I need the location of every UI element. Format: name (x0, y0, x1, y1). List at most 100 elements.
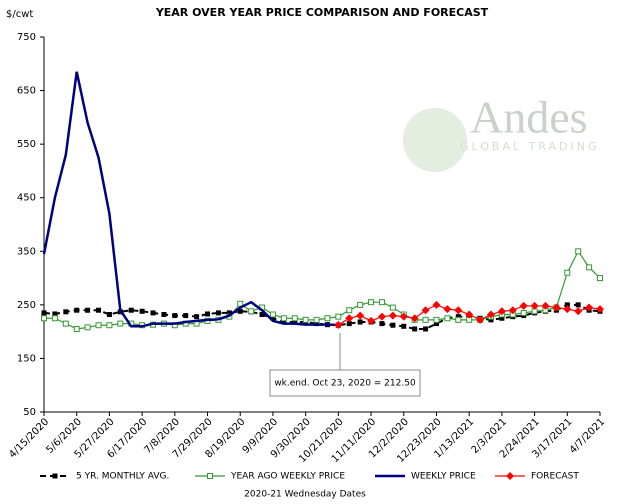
point (346, 321, 352, 327)
point (150, 310, 156, 316)
point (519, 301, 528, 310)
series-line (42, 71, 339, 328)
x-tick-label: 4/7/2021 (568, 416, 608, 456)
point (575, 248, 582, 255)
point (585, 303, 594, 312)
point (499, 315, 505, 321)
point (41, 315, 47, 322)
y-tick-label: 750 (17, 32, 36, 43)
series-line (44, 250, 601, 330)
point (183, 313, 189, 319)
point (269, 311, 276, 318)
watermark: Andes (470, 92, 588, 143)
point (73, 325, 80, 332)
point (433, 316, 440, 323)
point (52, 311, 58, 317)
point (357, 319, 363, 325)
point (596, 305, 604, 314)
point (128, 307, 134, 313)
y-axis-label: $/cwt (6, 9, 33, 20)
legend-label: YEAR AGO WEEKLY PRICE (230, 472, 345, 482)
point (401, 323, 407, 329)
point (455, 316, 462, 323)
point (476, 315, 485, 324)
point (422, 316, 429, 323)
point (552, 303, 561, 312)
point (226, 310, 232, 316)
point (291, 315, 298, 322)
point (95, 322, 102, 329)
point (465, 310, 474, 319)
point (541, 301, 550, 310)
point (433, 321, 439, 327)
y-tick-label: 650 (17, 86, 36, 97)
point (172, 313, 178, 319)
point (564, 302, 570, 308)
y-tick-label: 450 (17, 193, 36, 204)
point (390, 322, 396, 328)
point (237, 308, 243, 314)
point (313, 316, 320, 323)
point (302, 316, 309, 323)
point (215, 310, 221, 316)
point (520, 309, 527, 316)
point (205, 311, 211, 317)
point (62, 320, 69, 327)
point (399, 312, 408, 321)
y-tick-label: 550 (17, 139, 36, 150)
x-tick-label: 4/15/2020 (7, 416, 51, 460)
legend-label: WEEKLY PRICE (411, 472, 476, 482)
chart-title: YEAR OVER YEAR PRICE COMPARISON AND FORE… (155, 6, 489, 19)
point (377, 312, 386, 321)
point (281, 319, 287, 325)
point (345, 314, 354, 323)
point (432, 300, 441, 309)
point (63, 309, 69, 315)
point (574, 307, 583, 316)
point (357, 301, 364, 308)
point (161, 312, 167, 317)
point (508, 306, 517, 315)
watermark-sub: GLOBAL TRADING (460, 140, 600, 153)
point (367, 316, 376, 325)
point (423, 326, 429, 332)
point (346, 307, 353, 314)
point (488, 317, 494, 323)
point (497, 307, 506, 316)
point (530, 301, 539, 310)
point (389, 304, 396, 311)
point (41, 310, 47, 316)
point (388, 311, 397, 320)
point (117, 320, 124, 327)
point (248, 308, 255, 315)
point (270, 315, 276, 321)
point (443, 305, 452, 314)
point (454, 306, 463, 315)
y-tick-label: 250 (17, 300, 36, 311)
annotation: wk.end. Oct 23, 2020 = 212.50 (274, 379, 416, 389)
point (106, 322, 113, 329)
legend-marker (52, 473, 58, 479)
point (74, 307, 80, 313)
x-axis-label: 2020-21 Wednesday Dates (244, 490, 366, 500)
point (368, 299, 375, 306)
point (324, 315, 331, 322)
point (564, 269, 571, 276)
annotation-box (269, 369, 421, 397)
legend-label: FORECAST (531, 472, 579, 482)
point (455, 314, 461, 320)
point (280, 315, 287, 322)
point (106, 312, 112, 317)
point (334, 320, 343, 329)
y-tick-label: 150 (17, 353, 36, 364)
point (292, 319, 298, 325)
point (597, 275, 603, 282)
point (96, 307, 102, 313)
point (586, 264, 593, 271)
point (356, 311, 365, 320)
point (410, 314, 419, 323)
point (486, 310, 495, 319)
point (563, 305, 572, 314)
legend-label: 5 YR. MONTHLY AVG. (76, 472, 169, 482)
